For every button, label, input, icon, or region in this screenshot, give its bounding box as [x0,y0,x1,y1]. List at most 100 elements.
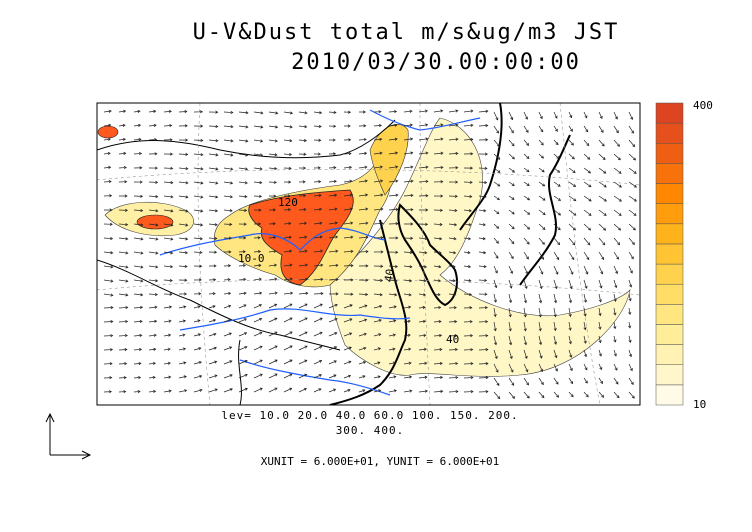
wind-vector-head [349,304,353,308]
wind-vector [433,390,443,393]
wind-vector-head [198,292,202,296]
wind-vector [343,361,352,365]
wind-vector-head [273,180,277,184]
wind-vector-head [184,264,188,269]
wind-vector [388,166,398,169]
wind-vector [118,363,127,365]
wind-vector [328,111,337,113]
wind-vector-head [289,359,293,363]
wind-vector-head [289,125,293,129]
wind-vector-head [229,222,233,226]
wind-vector-head [139,333,143,338]
wind-vector-head [110,306,114,310]
wind-vector [523,111,528,120]
wind-vector-head [182,347,186,351]
wind-vector [478,265,487,268]
wind-vector-head [259,345,263,349]
wind-vector-head [289,331,293,335]
wind-vector-head [243,291,247,295]
wind-vector [568,251,575,260]
wind-vector-head [348,152,352,156]
wind-vector [493,195,500,201]
wind-vector [403,390,412,393]
wind-vector-head [584,285,588,289]
wind-vector [358,166,367,169]
wind-vector-head [483,251,487,255]
wind-vector-head [440,375,444,380]
wind-vector [613,377,619,385]
wind-vector-head [540,155,544,159]
wind-vector [538,391,545,398]
wind-vector [538,125,544,133]
wind-vector [208,223,218,226]
wind-vector-head [183,361,187,365]
wind-vector-head [259,359,263,363]
wind-vector-head [453,251,457,255]
wind-vector [583,321,586,330]
wind-vector [433,321,442,323]
wind-vector-head [470,390,474,394]
wind-vector-head [258,208,262,212]
wind-vector-head [257,236,261,240]
wind-vector-head [260,111,264,115]
wind-vector [298,317,308,323]
wind-vector [493,181,500,187]
wind-vector [598,335,601,343]
wind-vector-head [410,236,414,240]
wind-vector [298,250,308,253]
wind-vector-head [108,109,112,113]
wind-vector [448,377,458,379]
wind-vector [343,318,353,323]
wind-vector-head [138,347,143,352]
wind-vector [118,279,128,282]
wind-vector [268,292,278,295]
wind-vector-head [410,137,414,141]
wind-vector [178,237,188,240]
wind-vector-head [524,355,528,359]
wind-vector-head [527,226,531,230]
wind-vector-head [350,249,354,253]
wind-vector-head [569,285,573,290]
wind-vector [253,125,263,128]
wind-vector-head [440,137,444,141]
wind-vector-head [319,345,323,349]
colorbar-segment [655,324,684,345]
wind-vector-head [599,285,603,289]
wind-vector-head [440,109,444,113]
wind-vector [208,333,217,337]
wind-vector-head [453,306,457,310]
border-china-west [97,259,341,351]
wind-vector-head [200,209,204,213]
wind-vector-head [407,333,411,337]
wind-vector [493,307,496,317]
river-south [239,359,391,396]
wind-vector [268,345,278,351]
wind-vector-head [542,212,546,216]
wind-vector-head [485,348,489,352]
wind-vector-head [613,353,617,357]
wind-vector [148,237,158,240]
wind-vector [343,236,353,239]
wind-vector [538,307,541,317]
wind-vector [388,320,396,323]
wind-vector [388,194,398,197]
wind-vector [388,306,397,309]
wind-vector-head [303,138,307,143]
wind-vector-head [107,137,111,141]
wind-vector [208,347,217,351]
wind-vector [253,318,262,323]
wind-vector-head [365,264,369,268]
wind-vector-head [570,394,574,398]
wind-vector [478,279,487,281]
wind-vector-head [140,223,144,227]
wind-vector [208,167,218,170]
wind-vector-head [242,250,246,254]
wind-vector-head [182,319,186,323]
wind-vector-head [394,279,398,283]
wind-vector [268,139,278,142]
wind-vector [163,265,173,268]
wind-vector-head [393,389,397,393]
wind-vector [358,305,368,309]
wind-vector-head [540,368,544,373]
wind-vector-head [586,257,590,261]
